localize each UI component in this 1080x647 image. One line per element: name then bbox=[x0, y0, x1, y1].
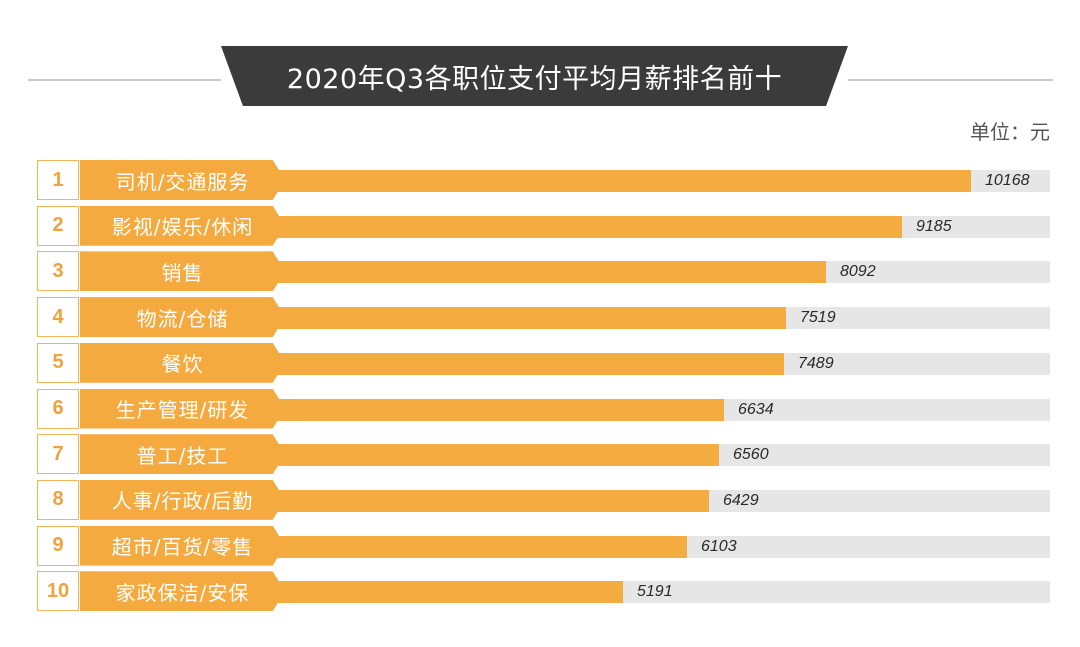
bar bbox=[260, 170, 971, 192]
category-label: 家政保洁/安保 bbox=[80, 571, 285, 612]
bar-row: 1 司机/交通服务 10168 bbox=[37, 160, 1050, 200]
bar-row: 9 超市/百货/零售 6103 bbox=[37, 525, 1050, 566]
bar bbox=[260, 489, 709, 512]
bar-row: 2 影视/娱乐/休闲 9185 bbox=[37, 205, 1050, 246]
value-label: 8092 bbox=[840, 263, 876, 281]
bar-row: 4 物流/仓储 7519 bbox=[37, 297, 1050, 338]
rank-number: 2 bbox=[37, 205, 79, 246]
bar bbox=[260, 261, 826, 284]
rank-number: 7 bbox=[37, 434, 79, 475]
bar bbox=[260, 581, 623, 604]
value-label: 6429 bbox=[723, 491, 759, 509]
category-label: 人事/行政/后勤 bbox=[80, 479, 285, 520]
bar-row: 10 家政保洁/安保 5191 bbox=[37, 571, 1050, 612]
rank-number: 9 bbox=[37, 525, 79, 566]
rank-number: 5 bbox=[37, 342, 79, 383]
bar bbox=[260, 307, 786, 330]
value-label: 9185 bbox=[916, 217, 952, 235]
chart-title: 2020年Q3各职位支付平均月薪排名前十 bbox=[286, 63, 783, 95]
chart-title-banner: 2020年Q3各职位支付平均月薪排名前十 bbox=[221, 46, 848, 106]
rank-number: 6 bbox=[37, 388, 79, 429]
bar-row: 3 销售 8092 bbox=[37, 251, 1050, 292]
category-label: 物流/仓储 bbox=[80, 297, 285, 338]
value-label: 5191 bbox=[637, 583, 673, 601]
category-label: 影视/娱乐/休闲 bbox=[80, 205, 285, 246]
category-label: 普工/技工 bbox=[80, 434, 285, 475]
value-label: 6634 bbox=[738, 400, 774, 418]
title-rule-right bbox=[848, 79, 1053, 81]
value-label: 6560 bbox=[733, 446, 769, 464]
value-label: 7519 bbox=[800, 309, 836, 327]
category-label: 生产管理/研发 bbox=[80, 388, 285, 429]
bar bbox=[260, 444, 719, 467]
bar-row: 7 普工/技工 6560 bbox=[37, 434, 1050, 475]
category-label: 司机/交通服务 bbox=[80, 160, 285, 200]
bar-row: 8 人事/行政/后勤 6429 bbox=[37, 479, 1050, 520]
category-label: 餐饮 bbox=[80, 342, 285, 383]
value-label: 10168 bbox=[985, 172, 1030, 189]
rank-number: 8 bbox=[37, 479, 79, 520]
bar-row: 6 生产管理/研发 6634 bbox=[37, 388, 1050, 429]
bar-row: 5 餐饮 7489 bbox=[37, 342, 1050, 383]
rank-number: 1 bbox=[37, 160, 79, 200]
category-label: 超市/百货/零售 bbox=[80, 525, 285, 566]
title-rule-left bbox=[28, 79, 221, 81]
bar bbox=[260, 398, 724, 421]
bar bbox=[260, 215, 902, 238]
rank-number: 4 bbox=[37, 297, 79, 338]
value-label: 6103 bbox=[701, 537, 737, 555]
category-label: 销售 bbox=[80, 251, 285, 292]
bar bbox=[260, 535, 687, 558]
value-label: 7489 bbox=[798, 354, 834, 372]
unit-label: 单位：元 bbox=[970, 120, 1050, 144]
rank-number: 3 bbox=[37, 251, 79, 292]
rank-number: 10 bbox=[37, 571, 79, 612]
bar bbox=[260, 352, 784, 375]
